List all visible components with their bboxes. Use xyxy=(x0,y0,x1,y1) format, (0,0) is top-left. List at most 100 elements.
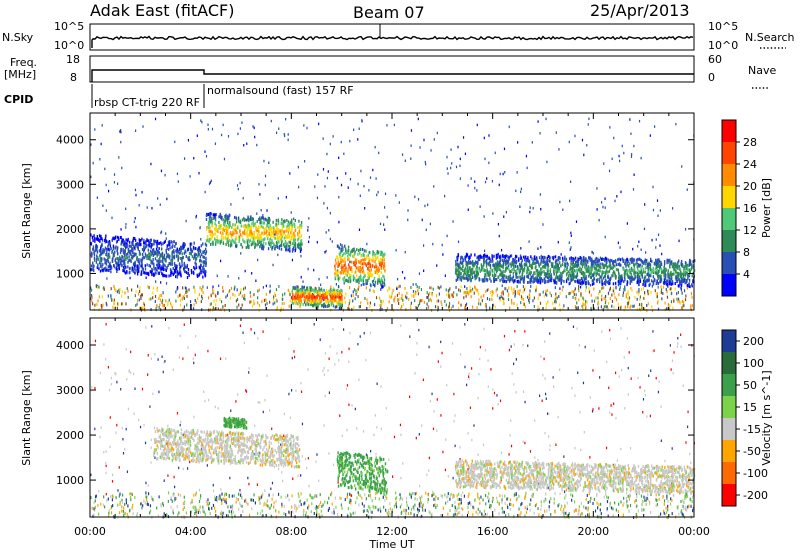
power-echo-point xyxy=(366,280,367,283)
power-scatter-point xyxy=(575,287,576,290)
power-echo-point xyxy=(169,246,170,249)
power-scatter-point xyxy=(421,288,422,291)
power-echo-point xyxy=(658,270,659,273)
power-echo-point xyxy=(341,244,342,247)
power-echo-point xyxy=(471,278,472,281)
power-scatter-point xyxy=(552,302,553,305)
power-echo-point xyxy=(275,237,276,240)
power-echo-point xyxy=(235,231,236,234)
power-echo-point xyxy=(163,257,164,260)
power-sparse-point xyxy=(293,218,294,221)
power-echo-point xyxy=(148,249,149,252)
power-sparse-point xyxy=(540,193,541,196)
power-scatter-point xyxy=(259,304,260,307)
power-sparse-point xyxy=(387,216,388,219)
power-echo-point xyxy=(638,283,639,286)
power-echo-point xyxy=(527,267,528,270)
power-echo-point xyxy=(344,257,345,260)
power-echo-point xyxy=(142,253,143,256)
power-echo-point xyxy=(635,263,636,266)
power-echo-point xyxy=(122,256,123,259)
power-echo-point xyxy=(661,271,662,274)
power-scatter-point xyxy=(97,286,98,289)
power-sparse-point xyxy=(266,209,267,212)
power-sparse-point xyxy=(411,144,412,147)
power-echo-point xyxy=(546,260,547,263)
power-echo-point xyxy=(596,279,597,282)
power-echo-point xyxy=(370,265,371,268)
power-echo-point xyxy=(198,247,199,250)
power-scatter-point xyxy=(175,290,176,293)
station-title: Adak East (fitACF) xyxy=(90,1,234,20)
power-echo-point xyxy=(147,239,148,242)
power-sparse-point xyxy=(341,184,342,187)
power-echo-point xyxy=(117,252,118,255)
power-echo-point xyxy=(608,280,609,283)
power-echo-point xyxy=(540,263,541,266)
power-sparse-point xyxy=(540,208,541,211)
power-sparse-point xyxy=(304,160,305,163)
power-scatter-point xyxy=(452,305,453,308)
power-echo-point xyxy=(384,269,385,272)
power-scatter-point xyxy=(485,290,486,293)
power-echo-point xyxy=(473,264,474,267)
power-scatter-point xyxy=(606,305,607,308)
power-scatter-point xyxy=(234,294,235,297)
power-echo-point xyxy=(527,281,528,284)
power-echo-point xyxy=(113,245,114,248)
power-sparse-point xyxy=(125,226,126,229)
power-echo-point xyxy=(350,280,351,283)
power-echo-point xyxy=(476,261,477,264)
power-scatter-point xyxy=(201,288,202,291)
power-scatter-point xyxy=(560,292,561,295)
power-sparse-point xyxy=(262,214,263,217)
power-echo-point xyxy=(298,243,299,246)
power-echo-point xyxy=(496,270,497,273)
power-echo-point xyxy=(553,270,554,273)
power-echo-point xyxy=(162,252,163,255)
nsky-label: N.Sky xyxy=(2,31,34,44)
power-scatter-point xyxy=(540,302,541,305)
power-scatter-point xyxy=(135,294,136,297)
power-scatter-point xyxy=(172,306,173,309)
power-echo-point xyxy=(214,232,215,235)
power-echo-point xyxy=(116,270,117,273)
power-scatter-point xyxy=(655,289,656,292)
power-echo-point xyxy=(461,279,462,282)
power-echo-point xyxy=(372,274,373,277)
power-echo-point xyxy=(165,259,166,262)
power-scatter-point xyxy=(669,304,670,307)
power-echo-point xyxy=(637,272,638,275)
power-echo-point xyxy=(374,260,375,263)
power-echo-point xyxy=(210,230,211,233)
power-scatter-point xyxy=(663,286,664,289)
power-sparse-point xyxy=(114,181,115,184)
power-scatter-point xyxy=(128,296,129,299)
power-echo-point xyxy=(251,243,252,246)
power-echo-point xyxy=(669,266,670,269)
power-echo-point xyxy=(254,232,255,235)
power-sparse-point xyxy=(546,161,547,164)
power-echo-point xyxy=(178,255,179,258)
power-scatter-point xyxy=(652,309,653,312)
power-scatter-point xyxy=(426,303,427,306)
power-echo-point xyxy=(626,258,627,261)
power-scatter-point xyxy=(524,288,525,291)
power-echo-point xyxy=(370,271,371,274)
power-echo-point xyxy=(244,224,245,227)
power-sparse-point xyxy=(464,285,465,288)
power-sparse-point xyxy=(359,229,360,232)
power-scatter-point xyxy=(410,286,411,289)
power-echo-point xyxy=(184,252,185,255)
power-sparse-point xyxy=(399,201,400,204)
power-sparse-point xyxy=(212,128,213,131)
power-echo-point xyxy=(353,275,354,278)
power-scatter-point xyxy=(250,291,251,294)
power-scatter-point xyxy=(290,300,291,303)
power-echo-point xyxy=(492,269,493,272)
power-scatter-point xyxy=(231,287,232,290)
power-echo-point xyxy=(127,238,128,241)
power-echo-point xyxy=(128,259,129,262)
power-echo-point xyxy=(358,266,359,269)
power-echo-point xyxy=(94,237,95,240)
